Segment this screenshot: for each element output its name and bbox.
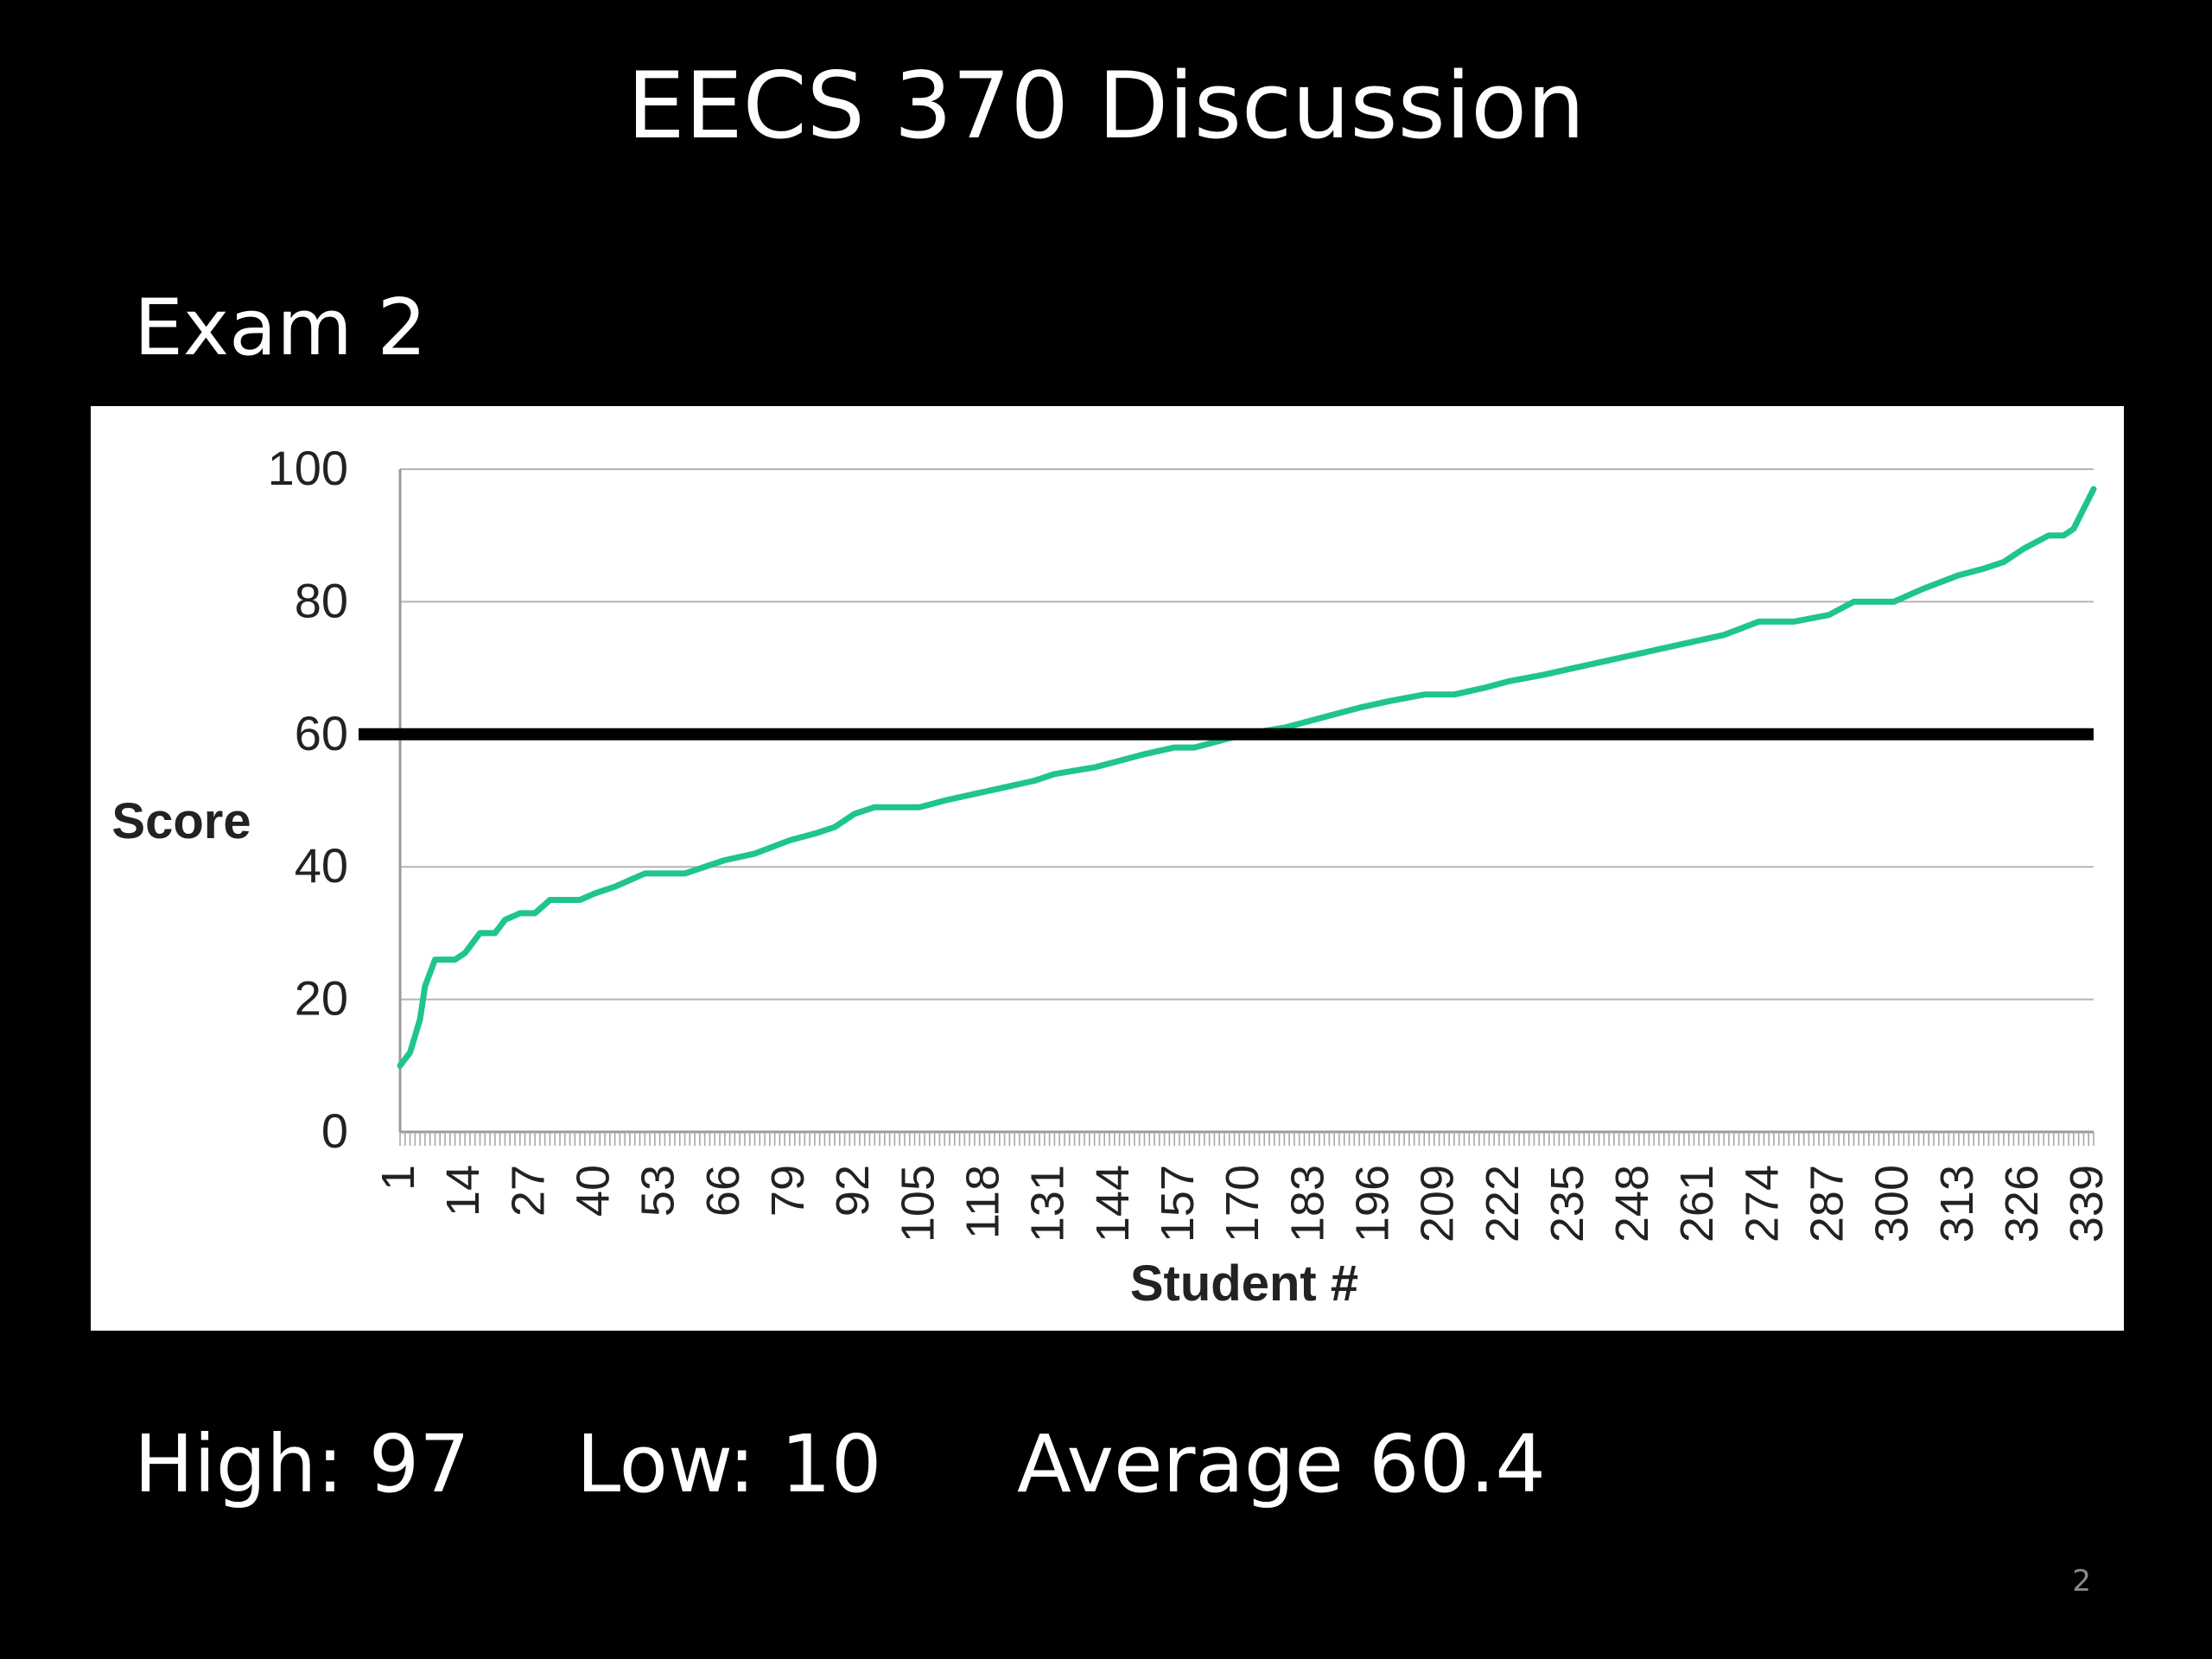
- x-tick-label: 313: [1931, 1165, 1983, 1243]
- x-tick-label: 1: [372, 1165, 424, 1191]
- y-tick-label: 100: [268, 441, 348, 495]
- slide-title: EECS 370 Discussion: [626, 53, 1586, 159]
- x-tick-label: 326: [1996, 1165, 2048, 1243]
- x-tick-label: 287: [1802, 1165, 1853, 1243]
- high-score: High: 97: [134, 1418, 470, 1510]
- y-tick-label: 20: [295, 971, 348, 1026]
- chart-panel: 0 20 40 60 80 100 1 14 27 40 53 66 79 92 105 118 131 144 1…: [91, 406, 2124, 1331]
- x-tick-label: 157: [1152, 1165, 1204, 1243]
- x-tick-label: 66: [697, 1165, 749, 1217]
- y-tick-label: 0: [321, 1103, 348, 1158]
- x-tick-label: 27: [502, 1165, 554, 1217]
- x-tick-label: 274: [1736, 1165, 1788, 1243]
- y-tick-label: 40: [295, 838, 348, 893]
- slide-subtitle: Exam 2: [134, 283, 427, 373]
- y-tick-label: 60: [295, 706, 348, 760]
- x-tick-label: 183: [1281, 1165, 1333, 1243]
- stats-row: High: 97 Low: 10 Average 60.4: [0, 1413, 2212, 1516]
- x-tick-label: 248: [1606, 1165, 1658, 1243]
- x-tick-label: 53: [632, 1165, 684, 1217]
- low-score: Low: 10: [576, 1418, 882, 1510]
- x-tick-label: 40: [567, 1165, 619, 1217]
- x-tick-label: 14: [437, 1165, 489, 1217]
- x-tick-label: 339: [2061, 1165, 2113, 1243]
- average-score: Average 60.4: [1017, 1418, 1546, 1510]
- page-number: 2: [2072, 1564, 2091, 1599]
- x-tick-label: 92: [827, 1165, 879, 1217]
- x-tick-label: 170: [1217, 1165, 1268, 1243]
- x-tick-label: 131: [1022, 1165, 1074, 1243]
- x-tick-label: 79: [762, 1165, 814, 1217]
- x-minor-ticks: [399, 1132, 2094, 1146]
- y-tick-label: 80: [295, 573, 348, 627]
- x-tick-label: 105: [892, 1165, 944, 1243]
- x-tick-label: 235: [1541, 1165, 1593, 1243]
- axis-layer: [398, 469, 2094, 1146]
- x-tick-label: 209: [1412, 1165, 1464, 1243]
- x-axis-title: Student #: [1130, 1255, 1358, 1312]
- x-tick-label: 300: [1866, 1165, 1918, 1243]
- y-axis-title: Score: [111, 793, 251, 849]
- series-layer: [397, 486, 2097, 1069]
- x-tick-label: 118: [957, 1165, 1008, 1239]
- x-tick-label: 222: [1477, 1165, 1529, 1243]
- x-tick-label: 144: [1087, 1165, 1139, 1243]
- series-line-0: [397, 486, 2097, 1069]
- x-tick-label: 196: [1346, 1165, 1398, 1243]
- x-tick-label: 261: [1671, 1165, 1723, 1243]
